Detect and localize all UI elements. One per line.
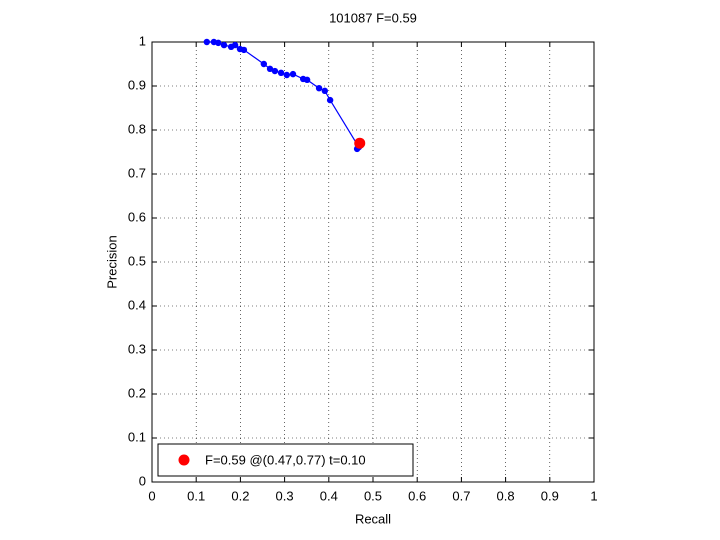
- legend-marker: [178, 454, 190, 466]
- y-tick-label: 0.9: [128, 77, 146, 92]
- data-point: [289, 70, 297, 78]
- data-point: [240, 46, 248, 54]
- data-point: [303, 76, 311, 84]
- y-tick-label: 0.5: [128, 253, 146, 268]
- x-tick-label: 0.4: [320, 488, 338, 503]
- y-tick-label: 0.7: [128, 165, 146, 180]
- y-axis-label: Precision: [104, 235, 119, 288]
- data-point: [277, 69, 285, 77]
- chart-title: 101087 F=0.59: [329, 10, 417, 25]
- legend-label: F=0.59 @(0.47,0.77) t=0.10: [205, 452, 366, 467]
- plot-frame: [151, 41, 595, 483]
- x-tick-label: 0.2: [231, 488, 249, 503]
- data-point: [231, 41, 239, 49]
- x-tick-label: 0.5: [364, 488, 382, 503]
- x-tick-label: 0.6: [408, 488, 426, 503]
- data-point: [315, 85, 323, 92]
- y-tick-label: 0.2: [128, 385, 146, 400]
- x-tick-label: 0.7: [452, 488, 470, 503]
- data-point: [220, 41, 228, 49]
- y-tick-label: 1: [139, 33, 146, 48]
- data-point: [266, 65, 274, 73]
- legend-box: [157, 443, 414, 477]
- data-point: [260, 60, 268, 68]
- data-point: [283, 71, 291, 79]
- y-tick-label: 0.4: [128, 297, 146, 312]
- y-tick-label: 0.6: [128, 209, 146, 224]
- data-point: [354, 137, 366, 149]
- data-point: [271, 67, 279, 75]
- y-tick-label: 0.1: [128, 429, 146, 444]
- x-tick-label: 0.1: [187, 488, 205, 503]
- data-point: [321, 87, 329, 95]
- y-tick-label: 0.8: [128, 121, 146, 136]
- x-tick-label: 0: [148, 488, 155, 503]
- x-tick-label: 0.3: [276, 488, 294, 503]
- x-axis-label: Recall: [355, 511, 391, 526]
- x-tick-label: 0.8: [497, 488, 515, 503]
- data-point: [203, 38, 211, 46]
- y-tick-label: 0: [139, 473, 146, 488]
- y-tick-label: 0.3: [128, 341, 146, 356]
- data-point: [326, 96, 334, 104]
- x-tick-label: 0.9: [541, 488, 559, 503]
- data-point: [215, 39, 222, 47]
- x-tick-label: 1: [590, 488, 597, 503]
